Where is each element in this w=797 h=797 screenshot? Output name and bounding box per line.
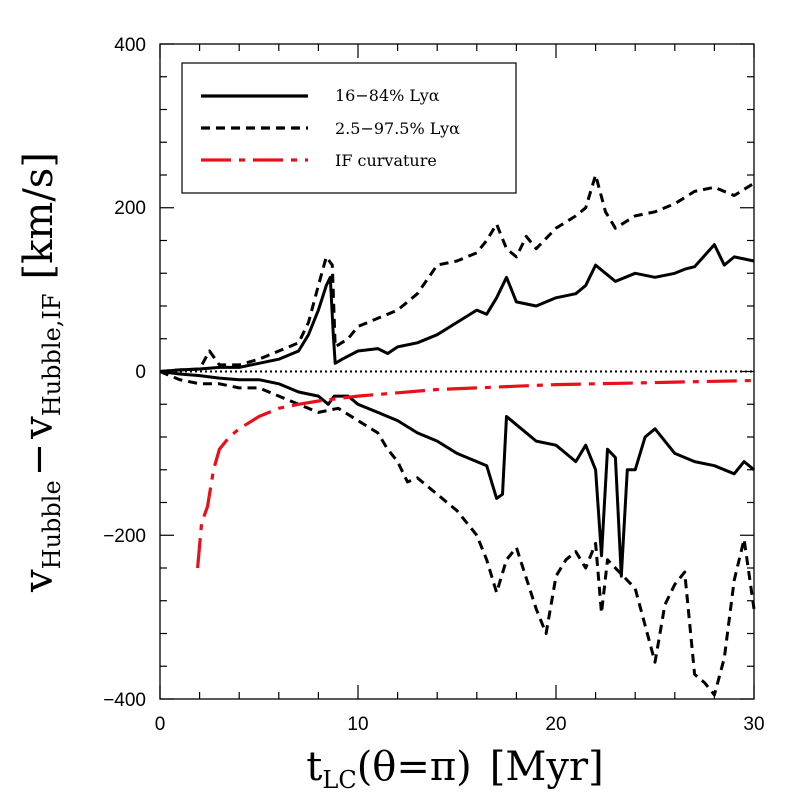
axis-ticks (159, 43, 755, 700)
legend-label-solid: 16−84% Lyα (335, 86, 440, 105)
y-axis-label-unit: [km/s] (16, 152, 62, 279)
y-axis-label: vHubble−vHubble,IF[km/s] (16, 152, 66, 593)
y-tick-label-0: −400 (103, 690, 146, 711)
series-16-84-lya-lower-line (159, 370, 755, 578)
series-2p5-97p5-lya-lower-line (159, 370, 756, 697)
x-axis-label-unit: [Myr] (490, 744, 604, 790)
y-tick-label-4: 400 (114, 35, 146, 56)
y-axis-label-v1: v (16, 569, 62, 593)
x-axis-label-sub: LC (322, 766, 356, 794)
y-tick-label-1: −200 (103, 526, 146, 547)
x-tick-label-0: 0 (155, 714, 166, 735)
y-axis-label-minus: − (16, 443, 62, 477)
y-axis-label-sub1: Hubble (38, 480, 66, 569)
x-tick-labels: 0 10 20 30 (155, 714, 765, 735)
y-tick-label-2: 0 (135, 362, 146, 383)
x-axis-label-rest: (θ=π) (357, 744, 472, 790)
series-if-curvature-line (196, 378, 755, 569)
x-tick-label-2: 20 (545, 714, 566, 735)
legend-label-longdash: IF curvature (335, 151, 437, 170)
y-tick-label-3: 200 (114, 198, 146, 219)
x-axis-label: tLC(θ=π) [Myr] (306, 744, 603, 794)
series-2p5-97p5-lya-upper-line (159, 173, 755, 373)
y-axis-label-v2: v (16, 416, 62, 440)
series-16-84-lya-upper-line (159, 243, 755, 373)
x-tick-label-1: 10 (347, 714, 368, 735)
legend-label-dashed: 2.5−97.5% Lyα (335, 119, 460, 138)
y-axis-label-sub2: Hubble,IF (38, 293, 66, 416)
x-tick-label-3: 30 (743, 714, 764, 735)
data-series (159, 173, 756, 697)
x-axis-label-main: t (306, 744, 322, 790)
y-tick-labels: −400 −200 0 200 400 (103, 35, 146, 711)
legend: 16−84% Lyα 2.5−97.5% Lyα IF curvature (181, 62, 517, 194)
